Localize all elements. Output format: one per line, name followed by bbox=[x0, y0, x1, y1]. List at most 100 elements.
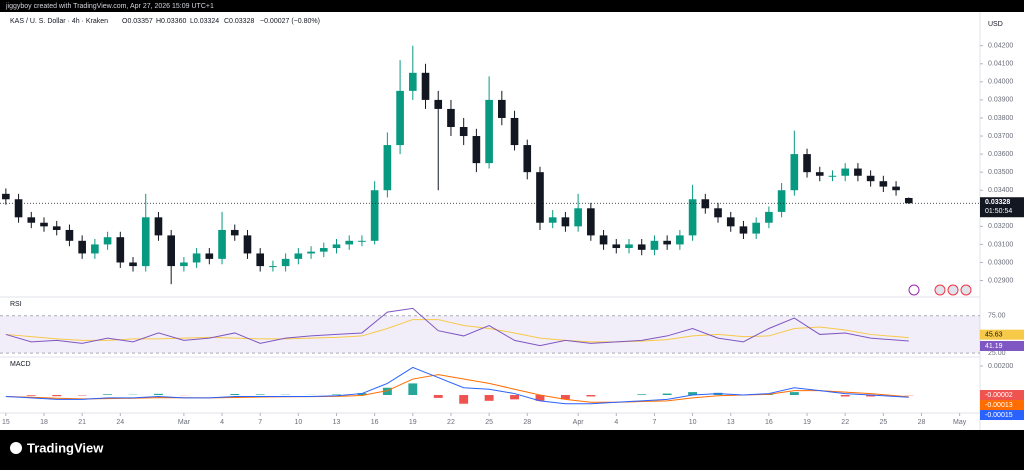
candle-body bbox=[155, 217, 163, 235]
x-tick-label: 13 bbox=[333, 419, 341, 426]
candle-body bbox=[536, 172, 544, 223]
x-tick-label: 22 bbox=[447, 419, 455, 426]
y-tick-label: 0.03200 bbox=[988, 223, 1013, 230]
candle-body bbox=[816, 172, 824, 176]
candle-body bbox=[485, 100, 493, 163]
candle-body bbox=[396, 91, 404, 145]
candle-body bbox=[116, 237, 124, 262]
y-tick-label: 0.03100 bbox=[988, 241, 1013, 248]
y-tick-label: 0.03900 bbox=[988, 97, 1013, 104]
candle-body bbox=[892, 187, 900, 191]
macd-histogram-bar bbox=[434, 395, 443, 398]
candle-body bbox=[880, 181, 888, 186]
macd-histogram-bar bbox=[154, 394, 163, 395]
x-tick-label: 16 bbox=[371, 419, 379, 426]
candle-body bbox=[854, 169, 862, 176]
x-tick-label: 21 bbox=[78, 419, 86, 426]
candle-body bbox=[269, 266, 277, 267]
candle-body bbox=[409, 73, 417, 91]
candle-body bbox=[295, 253, 303, 258]
macd-histogram-bar bbox=[663, 394, 672, 395]
candle-body bbox=[40, 223, 48, 227]
value-tag-text: 41.19 bbox=[985, 343, 1003, 350]
value-tag-text: -0.00002 bbox=[985, 392, 1013, 399]
candle-body bbox=[345, 241, 353, 245]
candle-body bbox=[15, 199, 23, 217]
macd-histogram-bar bbox=[332, 394, 341, 395]
symbol: KAS / U. S. Dollar · 4h · Kraken bbox=[10, 18, 108, 25]
y-tick-label: 0.04200 bbox=[988, 43, 1013, 50]
x-tick-label: 4 bbox=[614, 419, 618, 426]
candle-body bbox=[91, 244, 99, 253]
candle-body bbox=[180, 262, 188, 266]
event-icon[interactable] bbox=[948, 285, 958, 295]
candle-body bbox=[66, 230, 74, 241]
candle-body bbox=[829, 176, 837, 177]
x-tick-label: 19 bbox=[803, 419, 811, 426]
candle-body bbox=[511, 118, 519, 145]
x-tick-label: 13 bbox=[727, 419, 735, 426]
event-icon[interactable] bbox=[935, 285, 945, 295]
x-tick-label: 24 bbox=[116, 419, 124, 426]
candle-body bbox=[53, 226, 61, 230]
candle-body bbox=[384, 145, 392, 190]
candle-body bbox=[752, 223, 760, 234]
x-tick-label: 22 bbox=[841, 419, 849, 426]
candle-body bbox=[562, 217, 570, 226]
x-tick-label: 18 bbox=[40, 419, 48, 426]
candle-body bbox=[638, 244, 646, 249]
x-tick-label: 16 bbox=[765, 419, 773, 426]
x-tick-label: 28 bbox=[918, 419, 926, 426]
macd-histogram-bar bbox=[27, 395, 36, 396]
candle-body bbox=[549, 217, 557, 222]
candle-body bbox=[282, 259, 290, 266]
macd-histogram-bar bbox=[790, 392, 799, 395]
x-tick-label: 7 bbox=[258, 419, 262, 426]
currency: USD bbox=[988, 21, 1003, 28]
candle-body bbox=[689, 199, 697, 235]
rsi-band bbox=[0, 316, 980, 353]
candle-body bbox=[333, 244, 341, 248]
candle-body bbox=[612, 244, 620, 248]
candle-body bbox=[167, 235, 175, 266]
candle-body bbox=[727, 217, 735, 226]
candle-body bbox=[206, 253, 214, 258]
y-tick-label: 0.03800 bbox=[988, 115, 1013, 122]
macd-histogram-bar bbox=[103, 394, 112, 395]
rsi-tick-label: 75.00 bbox=[988, 313, 1006, 320]
x-tick-label: 15 bbox=[2, 419, 10, 426]
x-tick-label: 25 bbox=[485, 419, 493, 426]
candle-body bbox=[765, 212, 773, 223]
ohlc-value: C0.03328 bbox=[224, 18, 254, 25]
event-icon[interactable] bbox=[961, 285, 971, 295]
candle-body bbox=[142, 217, 150, 266]
candle-body bbox=[27, 217, 35, 222]
value-tag-text: -0.00015 bbox=[985, 412, 1013, 419]
x-tick-label: 4 bbox=[220, 419, 224, 426]
candle-body bbox=[701, 199, 709, 208]
ohlc-value: −0.00027 (−0.80%) bbox=[260, 18, 320, 25]
candle-body bbox=[193, 253, 201, 262]
candle-body bbox=[434, 100, 442, 109]
macd-histogram-bar bbox=[230, 394, 239, 395]
candle-body bbox=[740, 226, 748, 233]
candle-body bbox=[104, 237, 112, 244]
candle-body bbox=[676, 235, 684, 244]
candle-body bbox=[307, 252, 315, 254]
candle-body bbox=[867, 176, 875, 181]
value-tag-text: 45.63 bbox=[985, 332, 1003, 339]
candle-body bbox=[256, 253, 264, 266]
candle-body bbox=[587, 208, 595, 235]
y-tick-label: 0.04000 bbox=[988, 79, 1013, 86]
candle-body bbox=[841, 169, 849, 176]
candle-body bbox=[78, 241, 86, 254]
candle-body bbox=[663, 241, 671, 245]
macd-histogram-bar bbox=[459, 395, 468, 404]
macd-histogram-bar bbox=[408, 383, 417, 395]
candle-body bbox=[320, 248, 328, 252]
x-tick-label: 10 bbox=[689, 419, 697, 426]
macd-histogram-bar bbox=[637, 394, 646, 395]
y-tick-label: 0.03000 bbox=[988, 259, 1013, 266]
candle-body bbox=[778, 190, 786, 212]
value-tag-text: -0.00013 bbox=[985, 402, 1013, 409]
